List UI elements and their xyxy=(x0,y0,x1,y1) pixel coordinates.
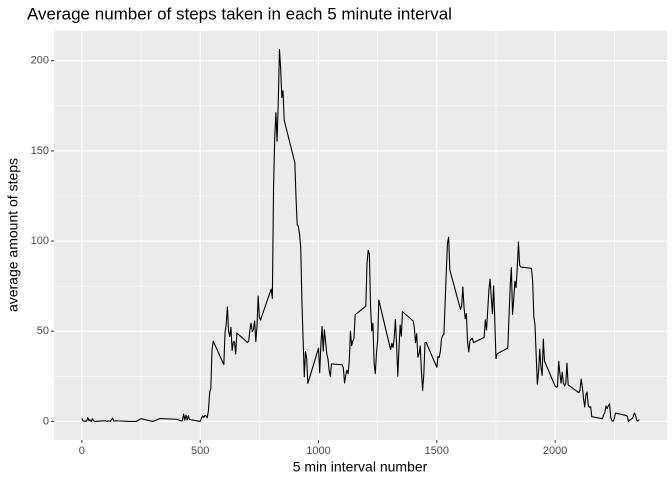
y-tick-label: 200 xyxy=(31,55,49,67)
x-tick-label: 0 xyxy=(79,445,85,457)
plot-panel xyxy=(54,31,667,440)
x-tick-label: 1000 xyxy=(306,445,330,457)
y-tick-label: 100 xyxy=(31,235,49,247)
chart-title: Average number of steps taken in each 5 … xyxy=(27,4,452,23)
x-tick-label: 1500 xyxy=(425,445,449,457)
y-tick-label: 150 xyxy=(31,145,49,157)
y-tick-label: 50 xyxy=(37,325,49,337)
data-line xyxy=(81,48,640,422)
y-axis-title: average amount of steps xyxy=(5,158,21,312)
y-tick-label: 0 xyxy=(43,415,49,427)
x-tick-label: 2000 xyxy=(543,445,567,457)
x-axis-title: 5 min interval number xyxy=(293,459,428,475)
x-tick-label: 500 xyxy=(191,445,209,457)
